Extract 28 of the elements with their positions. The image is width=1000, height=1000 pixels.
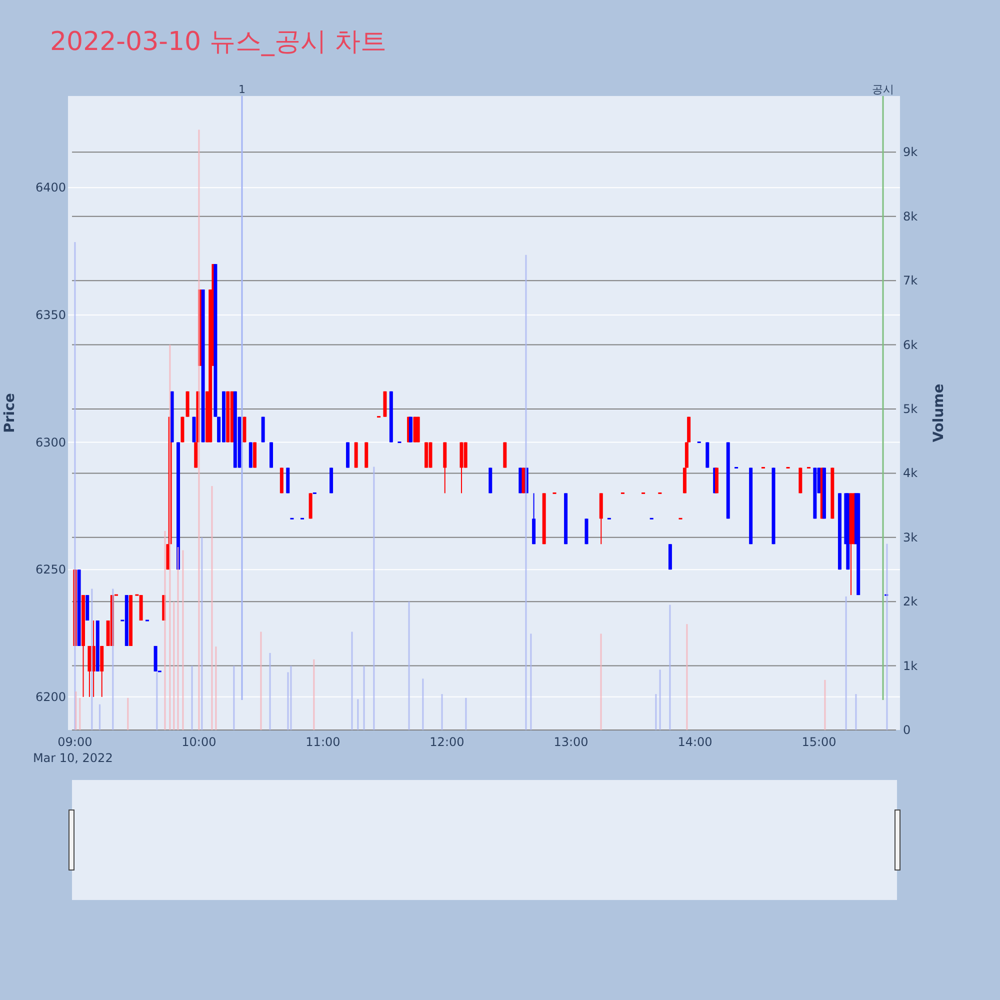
y2-axis-title: Volume	[931, 384, 947, 442]
y2-tick-label: 9k	[903, 145, 918, 160]
y2-tick-label: 1k	[903, 658, 918, 673]
ref-line-label: 공시	[872, 83, 894, 96]
y2-tick-label: 2k	[903, 594, 918, 609]
annotation: 1	[238, 83, 246, 96]
y-tick-label: 6350	[35, 308, 66, 322]
y-axis-title: Price	[2, 393, 18, 433]
x-tick-label: 09:00	[58, 735, 92, 749]
x-tick-label: 14:00	[678, 735, 712, 749]
x-tick-label: 15:00	[802, 735, 836, 749]
text: Mar 10, 2022	[32, 751, 113, 765]
x-tick-label: 12:00	[430, 735, 464, 749]
y-tick-label: 6400	[35, 180, 66, 195]
y2-tick-label: 0	[903, 723, 911, 737]
y2-tick-label: 8k	[903, 209, 918, 224]
y-tick-label: 6250	[35, 562, 66, 577]
chart-title: 2022-03-10 뉴스_공시 차트	[50, 27, 387, 57]
x-tick-label: 13:00	[554, 735, 588, 749]
y-tick-label: 6200	[35, 690, 66, 704]
y2-tick-label: 6k	[903, 338, 918, 352]
y-tick-label: 6300	[35, 435, 66, 450]
x-tick-label: 10:00	[182, 735, 216, 749]
y2-tick-label: 4k	[903, 466, 918, 480]
y2-tick-label: 5k	[903, 402, 918, 416]
y2-tick-label: 7k	[903, 274, 918, 288]
x-tick-label: 11:00	[306, 735, 340, 749]
y2-tick-label: 3k	[903, 530, 918, 544]
